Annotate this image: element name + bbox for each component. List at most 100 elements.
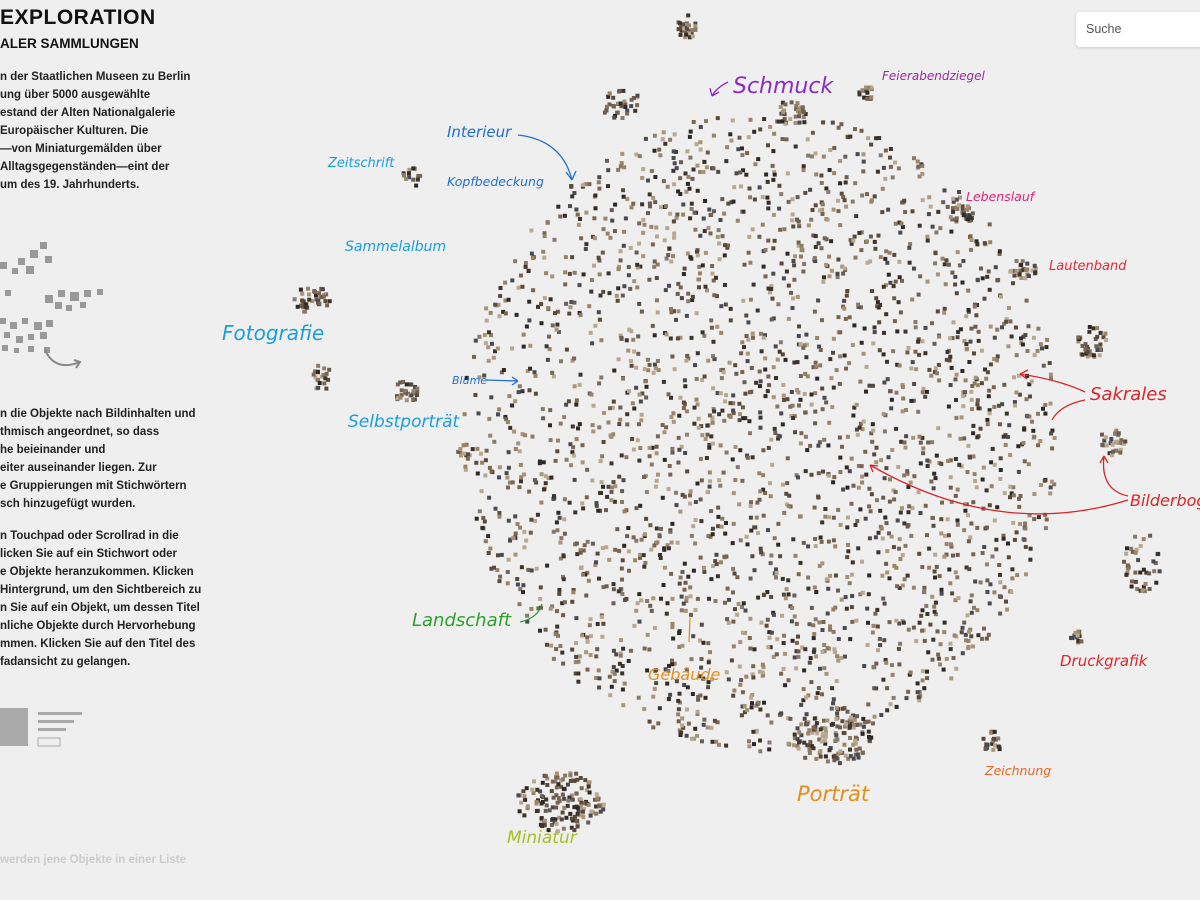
thumbnail[interactable]: [998, 611, 1003, 616]
thumbnail[interactable]: [695, 481, 700, 486]
thumbnail[interactable]: [621, 376, 625, 381]
thumbnail[interactable]: [822, 236, 827, 241]
thumbnail[interactable]: [1133, 550, 1138, 555]
thumbnail[interactable]: [597, 272, 602, 277]
thumbnail[interactable]: [900, 409, 905, 414]
thumbnail[interactable]: [917, 352, 922, 357]
thumbnail[interactable]: [497, 514, 502, 519]
thumbnail[interactable]: [635, 93, 640, 98]
thumbnail[interactable]: [948, 641, 953, 646]
thumbnail[interactable]: [628, 245, 633, 250]
thumbnail[interactable]: [737, 418, 742, 423]
thumbnail[interactable]: [848, 736, 852, 740]
thumbnail[interactable]: [859, 128, 864, 133]
thumbnail[interactable]: [918, 461, 923, 466]
thumbnail[interactable]: [647, 445, 652, 450]
thumbnail[interactable]: [647, 201, 652, 206]
thumbnail[interactable]: [710, 418, 715, 422]
thumbnail[interactable]: [628, 359, 633, 363]
thumbnail[interactable]: [761, 593, 766, 597]
thumbnail[interactable]: [766, 200, 771, 205]
thumbnail[interactable]: [534, 800, 539, 804]
thumbnail[interactable]: [927, 565, 932, 570]
thumbnail[interactable]: [944, 552, 949, 557]
thumbnail[interactable]: [580, 812, 585, 817]
thumbnail[interactable]: [842, 654, 847, 659]
thumbnail[interactable]: [549, 822, 554, 827]
thumbnail[interactable]: [807, 728, 812, 733]
thumbnail[interactable]: [487, 330, 491, 335]
thumbnail[interactable]: [878, 643, 883, 648]
thumbnail[interactable]: [568, 305, 573, 310]
thumbnail[interactable]: [884, 660, 889, 665]
thumbnail[interactable]: [645, 668, 650, 673]
thumbnail[interactable]: [806, 731, 811, 736]
thumbnail[interactable]: [737, 664, 742, 669]
thumbnail[interactable]: [821, 732, 826, 737]
thumbnail[interactable]: [751, 675, 756, 680]
thumbnail[interactable]: [1141, 567, 1146, 572]
thumbnail[interactable]: [766, 286, 771, 291]
thumbnail[interactable]: [617, 474, 622, 479]
thumbnail[interactable]: [641, 254, 646, 259]
thumbnail[interactable]: [778, 554, 783, 559]
thumbnail[interactable]: [809, 680, 814, 685]
thumbnail[interactable]: [518, 587, 523, 592]
thumbnail[interactable]: [552, 237, 557, 242]
thumbnail[interactable]: [796, 746, 801, 751]
thumbnail[interactable]: [851, 413, 856, 418]
thumbnail[interactable]: [740, 478, 745, 483]
thumbnail[interactable]: [685, 685, 690, 690]
thumbnail[interactable]: [955, 575, 960, 580]
thumbnail[interactable]: [777, 119, 781, 124]
thumbnail[interactable]: [728, 414, 733, 419]
thumbnail[interactable]: [768, 561, 773, 566]
thumbnail[interactable]: [1098, 342, 1103, 347]
thumbnail[interactable]: [1008, 319, 1013, 324]
thumbnail[interactable]: [760, 222, 765, 227]
thumbnail[interactable]: [798, 514, 803, 519]
thumbnail[interactable]: [820, 202, 825, 207]
thumbnail[interactable]: [545, 783, 550, 787]
thumbnail[interactable]: [971, 454, 976, 459]
thumbnail[interactable]: [785, 397, 790, 402]
thumbnail[interactable]: [545, 220, 550, 225]
thumbnail[interactable]: [944, 542, 949, 547]
thumbnail[interactable]: [657, 534, 662, 539]
thumbnail[interactable]: [684, 733, 689, 738]
thumbnail[interactable]: [858, 421, 863, 426]
thumbnail[interactable]: [921, 446, 926, 451]
thumbnail[interactable]: [409, 393, 414, 398]
thumbnail[interactable]: [529, 517, 534, 522]
thumbnail[interactable]: [638, 552, 642, 557]
thumbnail[interactable]: [806, 544, 811, 549]
thumbnail[interactable]: [709, 318, 714, 323]
thumbnail[interactable]: [908, 670, 913, 675]
thumbnail[interactable]: [948, 647, 953, 652]
thumbnail[interactable]: [1116, 431, 1121, 436]
thumbnail[interactable]: [1001, 533, 1006, 538]
thumbnail[interactable]: [720, 408, 725, 413]
thumbnail[interactable]: [884, 521, 889, 526]
thumbnail[interactable]: [622, 681, 627, 686]
thumbnail[interactable]: [1020, 259, 1025, 264]
thumbnail[interactable]: [749, 389, 754, 394]
thumbnail[interactable]: [930, 594, 935, 599]
thumbnail[interactable]: [892, 563, 897, 568]
thumbnail[interactable]: [1035, 348, 1040, 353]
thumbnail[interactable]: [589, 278, 594, 283]
thumbnail[interactable]: [618, 164, 623, 169]
thumbnail[interactable]: [523, 264, 528, 269]
thumbnail[interactable]: [796, 390, 801, 395]
thumbnail[interactable]: [978, 426, 983, 431]
thumbnail[interactable]: [543, 774, 548, 779]
thumbnail[interactable]: [794, 640, 799, 645]
thumbnail[interactable]: [824, 217, 829, 221]
thumbnail[interactable]: [492, 565, 496, 570]
thumbnail[interactable]: [646, 368, 651, 373]
thumbnail[interactable]: [623, 216, 628, 221]
thumbnail[interactable]: [601, 227, 606, 232]
thumbnail[interactable]: [975, 278, 980, 283]
thumbnail[interactable]: [593, 797, 597, 802]
thumbnail[interactable]: [916, 164, 921, 169]
